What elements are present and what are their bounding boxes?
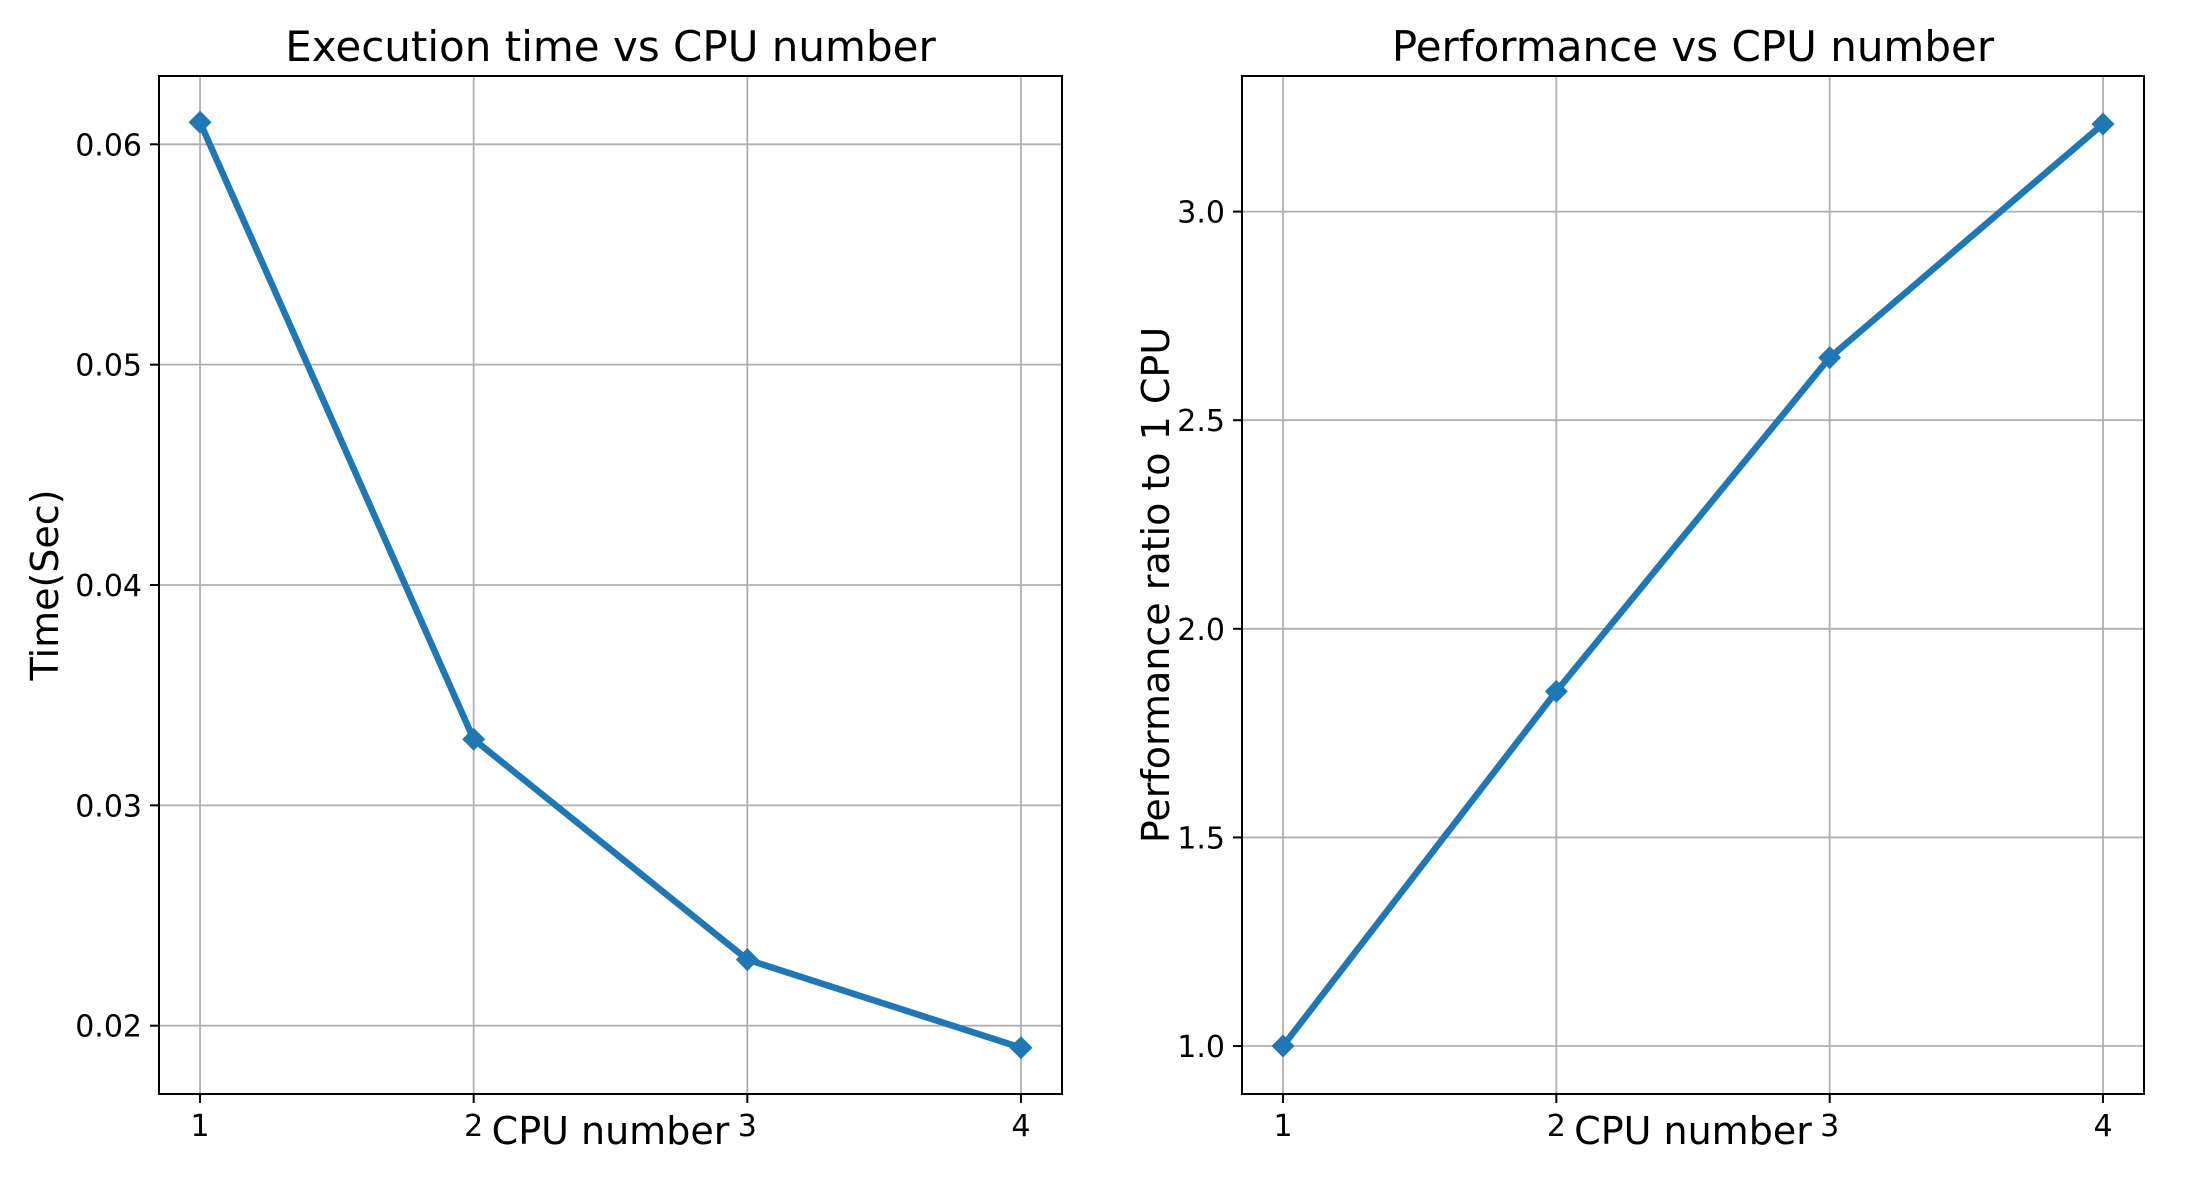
data-point-marker (1544, 679, 1568, 703)
y-tick-label: 0.03 (75, 789, 142, 824)
x-tick-label: 1 (1273, 1109, 1292, 1144)
data-point-marker (188, 110, 212, 134)
left-chart-ylabel: Time(Sec) (23, 489, 67, 681)
y-tick-label: 0.05 (75, 349, 142, 384)
data-point-marker (735, 948, 759, 972)
left-chart-xlabel: CPU number (491, 1109, 730, 1153)
data-point-marker (2091, 112, 2115, 136)
left-chart: 1 2 3 4 0.02 0.03 0.04 0.05 0.06 (75, 75, 1063, 1144)
right-chart: 1 2 3 4 1.0 1.5 2.0 2.5 3.0 (1177, 75, 2145, 1144)
right-chart-xlabel: CPU number (1574, 1109, 1812, 1153)
y-tick-label: 2.5 (1177, 404, 1225, 439)
y-tick-label: 1.0 (1177, 1030, 1225, 1065)
x-tick-label: 3 (1820, 1109, 1839, 1144)
x-tick-label: 3 (738, 1109, 757, 1144)
data-point-marker (1271, 1034, 1295, 1058)
series-line (196, 119, 1025, 1051)
y-tick-label: 0.06 (75, 128, 142, 163)
data-point-marker (462, 727, 486, 751)
y-tick-label: 1.5 (1177, 821, 1225, 856)
y-tick-label: 3.0 (1177, 196, 1225, 231)
x-tick-label: 2 (1547, 1109, 1566, 1144)
right-chart-title: Performance vs CPU number (1391, 22, 1995, 71)
right-chart-ylabel: Performance ratio to 1 CPU (1134, 326, 1178, 844)
plot-border (1241, 75, 2145, 1095)
series-line (1279, 120, 2107, 1050)
y-tick-label: 2.0 (1177, 613, 1225, 648)
y-tick-label: 0.04 (75, 569, 142, 604)
x-tick-label: 1 (190, 1109, 209, 1144)
data-point-marker (1818, 346, 1842, 370)
x-tick-label: 4 (1011, 1109, 1030, 1144)
x-tick-label: 2 (464, 1109, 483, 1144)
data-point-marker (1009, 1036, 1033, 1060)
y-tick-label: 0.02 (75, 1010, 142, 1045)
left-chart-title: Execution time vs CPU number (285, 22, 936, 71)
x-tick-label: 4 (2093, 1109, 2112, 1144)
